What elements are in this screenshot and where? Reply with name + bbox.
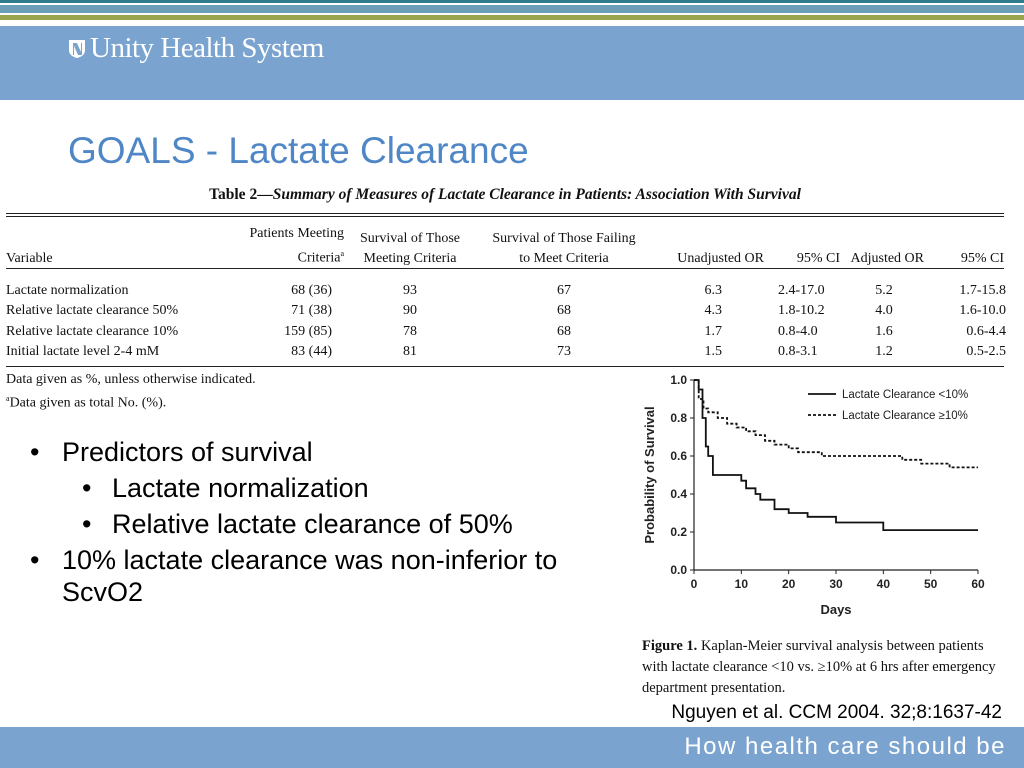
y-tick-label: 0.2 — [670, 525, 687, 539]
logo-text: Unity Health System — [90, 32, 324, 64]
table-note: Data given as %, unless otherwise indica… — [6, 372, 256, 387]
x-tick-label: 30 — [829, 577, 843, 591]
header-band — [0, 26, 1024, 100]
citation: Nguyen et al. CCM 2004. 32;8:1637-42 — [671, 702, 1002, 723]
slide-title: GOALS - Lactate Clearance — [68, 130, 529, 171]
bullet-marker: • — [30, 437, 40, 467]
x-tick-label: 40 — [877, 577, 891, 591]
bullet-item: • 10% lactate clearance was non-inferior … — [30, 545, 558, 607]
y-tick-label: 0.8 — [670, 411, 687, 425]
y-axis-label: Probability of Survival — [642, 406, 657, 543]
top-stripe-blue — [0, 5, 1024, 13]
y-tick-label: 1.0 — [670, 373, 687, 387]
legend-label-2: Lactate Clearance ≥10% — [842, 410, 968, 422]
table-header-rule — [6, 268, 1004, 269]
col-ci-2: 95% CI — [960, 250, 1004, 266]
x-tick-label: 0 — [691, 577, 698, 591]
top-stripe-olive — [0, 15, 1024, 20]
bullet-item: • Predictors of survival — [30, 437, 313, 467]
footer-tagline: How health care should be — [684, 733, 1006, 760]
sub-bullet-item: • Relative lactate clearance of 50% — [82, 509, 513, 539]
footer-band — [0, 727, 1024, 768]
y-tick-label: 0.0 — [670, 563, 687, 577]
series-line-1 — [694, 379, 978, 531]
col-survival-meeting: Survival of Those Meeting Criteria — [359, 230, 461, 266]
bullet-marker: • — [30, 545, 40, 575]
figure-caption-text: Kaplan-Meier survival analysis between p… — [642, 638, 996, 696]
figure-caption: Figure 1. Kaplan-Meier survival analysis… — [642, 636, 1002, 699]
legend-label-1: Lactate Clearance <10% — [842, 389, 968, 401]
top-stripe-teal — [0, 0, 1024, 3]
table-row: Lactate normalization 68 (36) 93 67 6.3 … — [6, 282, 1006, 298]
table-caption: Table 2—Summary of Measures of Lactate C… — [0, 186, 1010, 204]
y-tick-label: 0.4 — [670, 487, 687, 501]
lactate-table: Variable Patients Meeting Criteriaa Survi… — [6, 224, 1006, 363]
x-tick-label: 60 — [971, 577, 985, 591]
logo: Unity Health System — [68, 32, 324, 65]
table-footnote: aData given as total No. (%). — [6, 394, 167, 411]
table-caption-title: Summary of Measures of Lactate Clearance… — [272, 186, 801, 203]
series-line-2 — [694, 379, 978, 469]
bullet-marker: • — [82, 473, 92, 503]
bullet-list: • Predictors of survival • Lactate normali… — [28, 436, 558, 612]
table-row: Relative lactate clearance 50% 71 (38) 9… — [6, 303, 1006, 319]
shield-logo-icon — [69, 39, 85, 58]
x-axis-label: Days — [820, 602, 851, 617]
col-ci-1: 95% CI — [796, 250, 840, 266]
col-variable: Variable — [6, 250, 53, 266]
col-adjusted-or: Adjusted OR — [850, 250, 925, 266]
table-top-rule — [6, 213, 1004, 214]
figure-label: Figure 1. — [642, 638, 698, 654]
bullet-marker: • — [82, 509, 92, 539]
table-header-row: Variable Patients Meeting Criteriaa Survi… — [6, 224, 1006, 269]
y-tick-label: 0.6 — [670, 449, 687, 463]
sub-bullet-item: • Lactate normalization — [82, 473, 369, 503]
x-tick-label: 50 — [924, 577, 938, 591]
x-tick-label: 10 — [735, 577, 749, 591]
x-tick-label: 20 — [782, 577, 796, 591]
table-row: Relative lactate clearance 10% 159 (85) … — [6, 323, 1006, 339]
table-caption-prefix: Table 2— — [209, 186, 273, 203]
table-row: Initial lactate level 2-4 mM 83 (44) 81 … — [6, 344, 1006, 360]
col-unadjusted-or: Unadjusted OR — [677, 250, 764, 266]
table-bottom-rule — [6, 366, 1004, 367]
col-patients-meeting: Patients Meeting Criteriaa — [249, 226, 345, 266]
kaplan-meier-chart: 0 10 20 30 40 50 60 0.0 0.2 0.4 0.6 0.8 1.0 Days Proba… — [642, 373, 985, 617]
col-survival-failing: Survival of Those Failing to Meet Criteri… — [492, 230, 636, 266]
table-top-rule-2 — [6, 216, 1004, 217]
